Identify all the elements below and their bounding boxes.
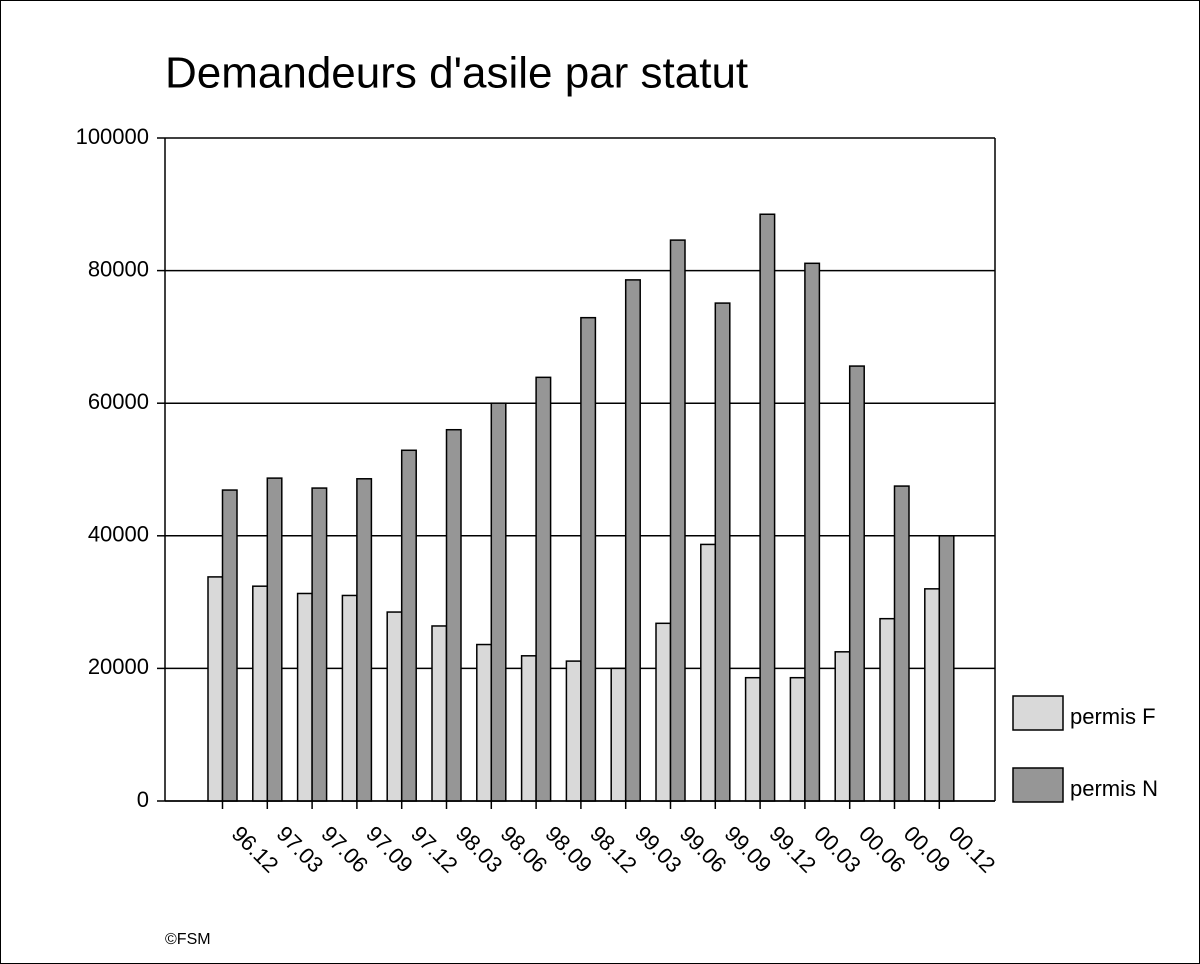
bar	[669, 239, 686, 802]
legend-swatch	[1012, 767, 1064, 803]
bar	[565, 660, 582, 802]
bar	[221, 489, 238, 802]
y-tick-label: 100000	[76, 124, 149, 149]
y-tick-label: 20000	[88, 654, 149, 679]
y-tick-label: 40000	[88, 522, 149, 547]
chart-title: Demandeurs d'asile par statut	[165, 49, 748, 98]
bar	[445, 428, 462, 802]
bar	[580, 316, 597, 802]
bar	[655, 622, 672, 802]
bar	[400, 449, 417, 802]
bar	[789, 676, 806, 802]
legend-label: permis F	[1070, 704, 1156, 729]
bar	[804, 262, 821, 802]
bar	[834, 651, 851, 802]
bar	[311, 487, 328, 802]
legend-label: permis N	[1070, 776, 1158, 801]
bar	[700, 543, 717, 802]
bar	[610, 667, 627, 802]
bar	[386, 611, 403, 802]
bar	[938, 535, 955, 802]
bar	[924, 588, 941, 802]
y-tick-label: 80000	[88, 256, 149, 281]
bar	[252, 585, 269, 802]
bar	[476, 643, 493, 802]
legend-swatch	[1012, 695, 1064, 731]
bar	[624, 279, 641, 802]
bar	[341, 594, 358, 802]
bar	[356, 478, 373, 802]
bar	[520, 655, 537, 802]
bar	[296, 592, 313, 802]
bar	[535, 376, 552, 802]
bar	[759, 213, 776, 802]
bar	[744, 676, 761, 802]
bar	[207, 576, 224, 802]
y-tick-label: 0	[137, 787, 149, 812]
bar	[848, 365, 865, 802]
bar	[490, 402, 507, 802]
bar	[714, 302, 731, 802]
bar	[266, 477, 283, 802]
bar	[893, 485, 910, 802]
y-tick-label: 60000	[88, 389, 149, 414]
footnote: ©FSM	[165, 931, 211, 948]
bar	[431, 625, 448, 802]
bar	[879, 617, 896, 802]
